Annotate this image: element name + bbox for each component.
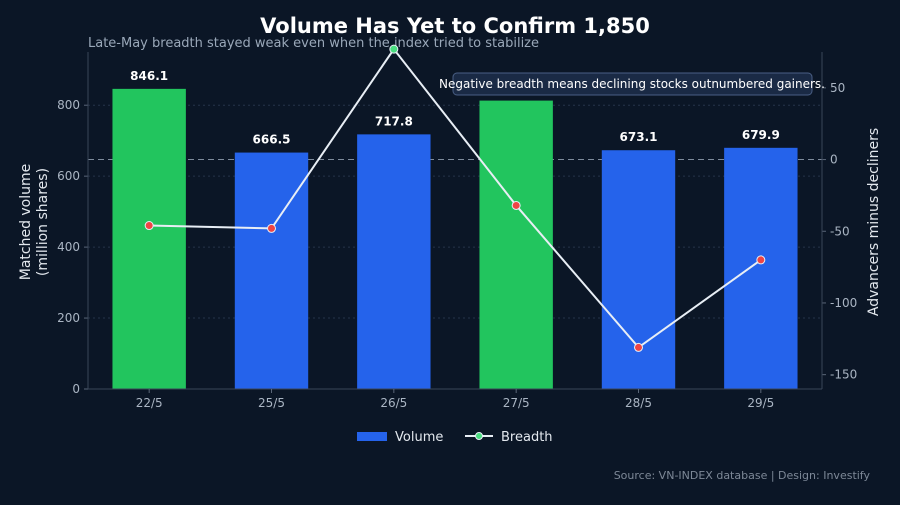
breadth-point xyxy=(144,221,154,231)
volume-value-label: 673.1 xyxy=(620,130,658,144)
breadth-point xyxy=(756,255,766,265)
legend-volume-label: Volume xyxy=(395,430,443,445)
volume-value-label: 666.5 xyxy=(253,133,291,147)
y-right-tick-label: -50 xyxy=(830,224,850,238)
line-layer xyxy=(144,44,766,352)
y-left-axis-label-line-2: (million shares) xyxy=(35,168,51,276)
y-left-tick-label: 400 xyxy=(57,240,80,254)
x-tick-label: 29/5 xyxy=(747,396,774,410)
breadth-line xyxy=(149,47,762,349)
volume-bar xyxy=(479,100,553,390)
chart-subtitle: Late-May breadth stayed weak even when t… xyxy=(88,36,539,51)
y-left-tick-label: 200 xyxy=(57,311,80,325)
y-left-tick-label: 600 xyxy=(57,169,80,183)
y-right-tick-label: 50 xyxy=(830,81,845,95)
volume-value-label: 679.9 xyxy=(742,128,780,142)
legend: Volume Breadth xyxy=(357,430,553,445)
y-left-tick-label: 0 xyxy=(72,382,80,396)
x-tick-label: 22/5 xyxy=(136,396,163,410)
y-left-tick-label: 800 xyxy=(57,98,80,112)
volume-bar xyxy=(112,88,186,390)
volume-value-label: 717.8 xyxy=(375,114,413,128)
volume-bar xyxy=(234,152,309,389)
x-tick-label: 26/5 xyxy=(380,396,407,410)
breadth-point xyxy=(511,200,521,210)
breadth-point xyxy=(634,342,643,352)
y-right-tick-label: -100 xyxy=(830,296,857,310)
grid-layer xyxy=(88,104,822,319)
x-tick-label: 28/5 xyxy=(625,396,652,410)
y-right-tick-label: -150 xyxy=(830,368,857,382)
x-tick-label: 27/5 xyxy=(503,396,530,410)
y-right-axis-label: Advancers minus decliners xyxy=(866,128,882,316)
annotation-background xyxy=(452,72,813,96)
volume-bar xyxy=(724,147,798,389)
annotation-box: Negative breadth means declining stocks … xyxy=(439,72,825,96)
volume-bar xyxy=(601,150,676,389)
y-left-axis-label-line-1: Matched volume xyxy=(18,164,34,281)
chart-title: Volume Has Yet to Confirm 1,850 xyxy=(260,14,650,38)
volume-bar xyxy=(357,134,431,389)
source-credit: Source: VN-INDEX database | Design: Inve… xyxy=(614,469,871,482)
bars-layer: 846.1 666.5 717.8 673.1 679.9 xyxy=(112,69,798,390)
volume-value-label: 846.1 xyxy=(130,69,168,83)
legend-breadth-marker xyxy=(475,432,483,440)
breadth-point xyxy=(389,44,399,54)
legend-volume-swatch xyxy=(357,432,387,441)
breadth-point xyxy=(267,223,276,233)
annotation-text: Negative breadth means declining stocks … xyxy=(439,77,825,91)
legend-breadth-label: Breadth xyxy=(501,430,553,445)
x-tick-label: 25/5 xyxy=(258,396,285,410)
y-right-tick-label: 0 xyxy=(830,153,838,167)
axes-layer: 0 200 400 600 800 50 0 -50 -100 -150 22/5 25/5 26/5 2… xyxy=(57,52,857,410)
